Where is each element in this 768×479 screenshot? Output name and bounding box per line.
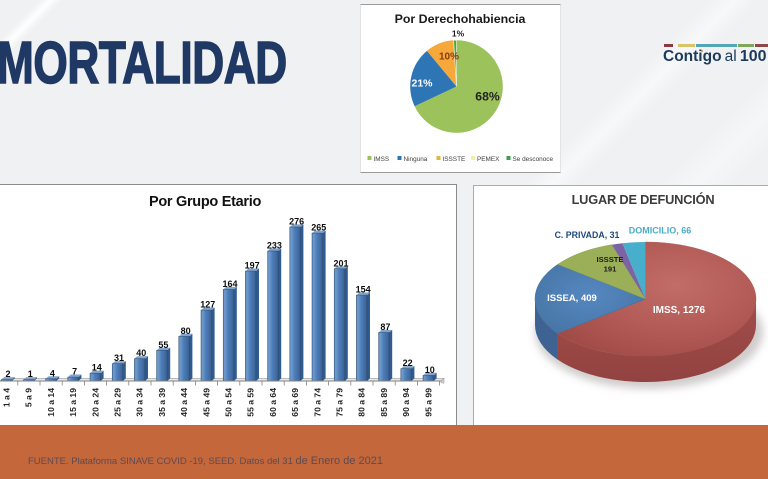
svg-text:IMSS: IMSS [374,156,390,163]
svg-text:Por Derechohabiencia: Por Derechohabiencia [395,12,526,26]
svg-text:10 a 14: 10 a 14 [46,388,56,417]
svg-text:7: 7 [72,367,77,377]
svg-text:55 a 59: 55 a 59 [246,388,256,417]
svg-text:25 a 29: 25 a 29 [113,388,123,417]
svg-text:PEMEX: PEMEX [477,156,500,163]
svg-text:2: 2 [5,369,10,379]
svg-text:40 a 44: 40 a 44 [179,388,189,417]
svg-text:Ninguna: Ninguna [404,156,428,163]
svg-text:40: 40 [136,348,146,358]
svg-text:20 a 24: 20 a 24 [90,388,100,417]
svg-text:87: 87 [380,322,390,332]
svg-text:265: 265 [311,223,326,233]
svg-text:80: 80 [181,326,191,336]
svg-text:1: 1 [28,369,33,379]
svg-text:95 a 99: 95 a 99 [423,388,433,417]
svg-text:22: 22 [403,358,413,368]
svg-text:Se desconoce: Se desconoce [513,156,554,163]
svg-text:15 a 19: 15 a 19 [68,388,78,417]
svg-text:31: 31 [114,353,124,363]
svg-text:35 a 39: 35 a 39 [157,388,167,417]
svg-text:68%: 68% [475,90,500,104]
svg-text:14: 14 [92,363,102,373]
svg-text:5 a 9: 5 a 9 [24,388,34,407]
svg-text:1 a 4: 1 a 4 [2,388,12,407]
svg-text:10%: 10% [439,52,459,63]
svg-text:85 a 89: 85 a 89 [379,388,389,417]
svg-text:1%: 1% [452,29,465,39]
svg-text:30 a 34: 30 a 34 [135,388,145,417]
svg-text:4: 4 [50,368,55,378]
svg-text:C. PRIVADA, 31: C. PRIVADA, 31 [555,230,620,240]
svg-text:ISSSTE: ISSSTE [596,255,623,264]
svg-text:Por Grupo Etario: Por Grupo Etario [149,194,261,210]
svg-text:10: 10 [425,365,435,375]
svg-text:197: 197 [245,261,260,271]
svg-text:60 a 64: 60 a 64 [268,388,278,417]
svg-text:276: 276 [289,217,304,227]
svg-text:50 a 54: 50 a 54 [224,388,234,417]
svg-text:55: 55 [158,340,168,350]
svg-text:65 a 69: 65 a 69 [290,388,300,417]
svg-text:LUGAR DE DEFUNCIÓN: LUGAR DE DEFUNCIÓN [572,192,715,207]
svg-text:70 a 74: 70 a 74 [312,388,322,417]
svg-text:154: 154 [356,285,371,295]
svg-text:164: 164 [222,279,237,289]
svg-text:21%: 21% [411,78,433,90]
svg-text:127: 127 [200,300,215,310]
svg-text:ISSSTE: ISSSTE [443,156,466,163]
svg-text:201: 201 [333,258,348,268]
svg-text:DOMICILIO, 66: DOMICILIO, 66 [629,226,692,236]
svg-text:45 a 49: 45 a 49 [201,388,211,417]
svg-text:IMSS, 1276: IMSS, 1276 [653,305,706,316]
svg-text:90 a 94: 90 a 94 [401,388,411,417]
svg-text:191: 191 [604,265,617,274]
svg-text:80 a 84: 80 a 84 [357,388,367,417]
svg-text:75 a 79: 75 a 79 [335,388,345,417]
svg-text:233: 233 [267,241,282,251]
svg-text:ISSEA, 409: ISSEA, 409 [547,293,597,304]
